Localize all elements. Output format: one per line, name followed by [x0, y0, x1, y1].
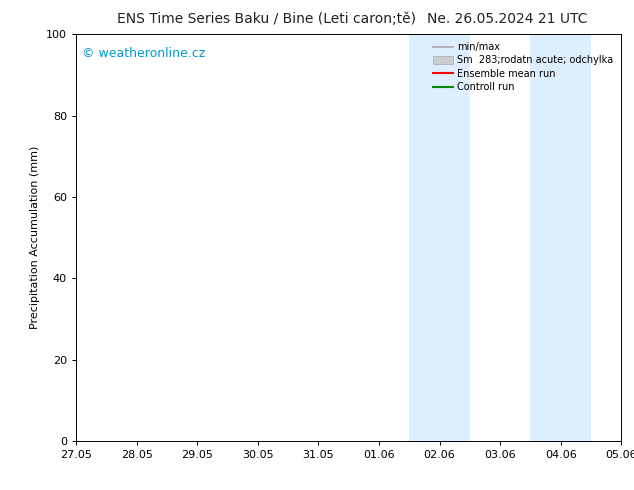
- Text: © weatheronline.cz: © weatheronline.cz: [82, 47, 205, 59]
- Bar: [410, 34, 470, 441]
- Bar: [531, 34, 591, 441]
- Text: ENS Time Series Baku / Bine (Leti caron;tě): ENS Time Series Baku / Bine (Leti caron;…: [117, 12, 416, 26]
- Y-axis label: Precipitation Accumulation (mm): Precipitation Accumulation (mm): [30, 146, 41, 329]
- Legend: min/max, Sm  283;rodatn acute; odchylka, Ensemble mean run, Controll run: min/max, Sm 283;rodatn acute; odchylka, …: [430, 39, 616, 95]
- Text: Ne. 26.05.2024 21 UTC: Ne. 26.05.2024 21 UTC: [427, 12, 588, 26]
- Bar: [621, 34, 634, 441]
